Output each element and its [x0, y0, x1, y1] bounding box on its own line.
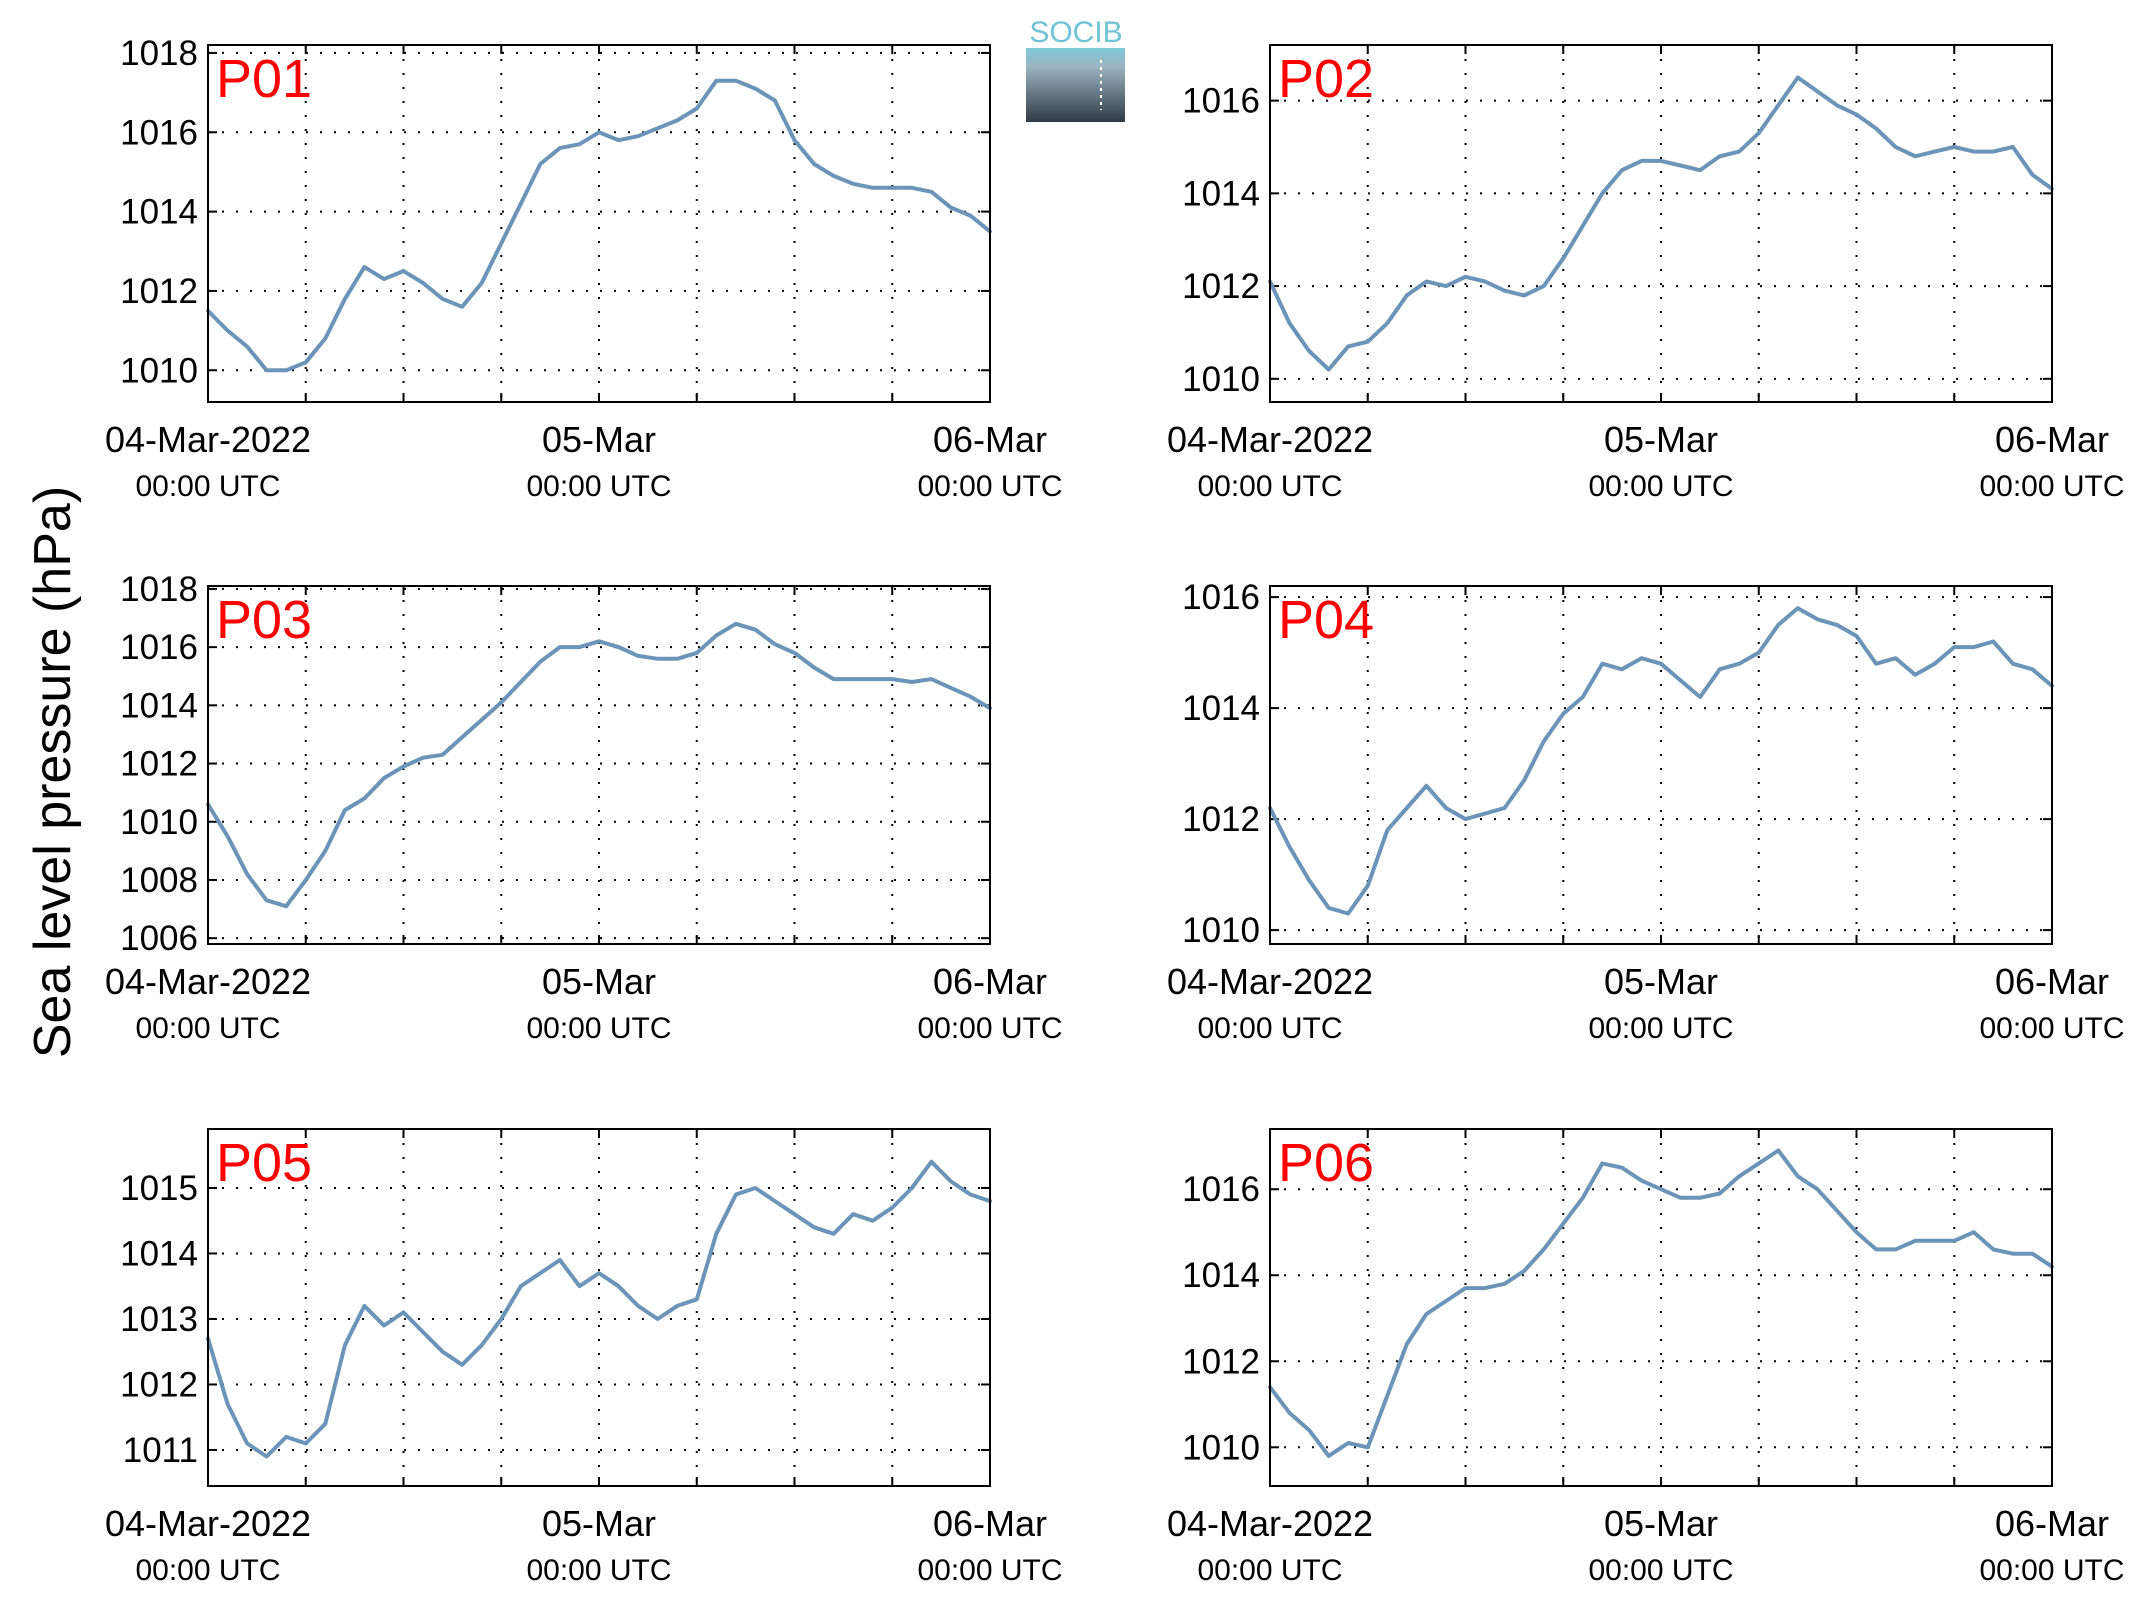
y-tick-label: 1016 [1182, 1170, 1260, 1209]
y-tick-label: 1014 [120, 686, 198, 725]
axes-frame [1269, 585, 2053, 945]
y-tick-label: 1012 [120, 1365, 198, 1404]
socib-logo-text: SOCIB [1029, 16, 1122, 49]
axes-frame [207, 1128, 991, 1487]
y-tick-label: 1012 [120, 272, 198, 311]
panel-p04: 1010 1012 1014 1016 04-Mar-2022 00:00 UTC 05-M… [1167, 578, 2125, 1045]
socib-logo: SOCIB [1026, 16, 1125, 122]
y-tick-label: 1012 [120, 745, 198, 784]
x-tick-sublabel: 00:00 UTC [1197, 470, 1342, 503]
x-tick-label: 04-Mar-2022 [105, 419, 311, 460]
x-tick-label: 04-Mar-2022 [105, 961, 311, 1002]
panel-p05: 1011 1012 1013 1014 1015 04-Mar-2022 00:00 UTC… [105, 1128, 1063, 1587]
x-tick-label: 06-Mar [1995, 419, 2109, 460]
x-tick-sublabel: 00:00 UTC [917, 1554, 1062, 1587]
y-tick-label: 1010 [1182, 360, 1260, 399]
x-tick-sublabel: 00:00 UTC [135, 1012, 280, 1045]
x-tick-label: 05-Mar [1604, 419, 1718, 460]
x-tick-sublabel: 00:00 UTC [1588, 470, 1733, 503]
y-tick-label: 1018 [120, 34, 198, 73]
x-tick-label: 06-Mar [933, 1503, 1047, 1544]
x-tick-sublabel: 00:00 UTC [1979, 470, 2124, 503]
panel-label: P06 [1278, 1133, 1374, 1193]
y-tick-label: 1006 [120, 919, 198, 958]
series-line-p06 [1268, 1148, 2054, 1458]
panel-p03: 1006 1008 1010 1012 1014 1016 1018 04-Mar-2022 0… [105, 570, 1063, 1045]
panel-label: P04 [1278, 590, 1374, 650]
x-tick-label: 04-Mar-2022 [1167, 1503, 1373, 1544]
series-line-p05 [206, 1159, 992, 1459]
y-axis-label: Sea level pressure (hPa) [24, 486, 82, 1058]
x-tick-sublabel: 00:00 UTC [917, 470, 1062, 503]
x-tick-label: 05-Mar [1604, 1503, 1718, 1544]
series-line-p02 [1268, 75, 2054, 372]
axes-frame [1269, 44, 2053, 403]
panel-label: P01 [216, 49, 312, 109]
socib-logo-block [1026, 48, 1125, 122]
x-tick-label: 04-Mar-2022 [105, 1503, 311, 1544]
x-tick-sublabel: 00:00 UTC [135, 1554, 280, 1587]
panel-p02: 1010 1012 1014 1016 04-Mar-2022 00:00 UTC 05-M… [1167, 44, 2125, 503]
x-tick-sublabel: 00:00 UTC [526, 1554, 671, 1587]
series-line-p01 [206, 78, 992, 373]
y-tick-label: 1010 [120, 803, 198, 842]
y-tick-label: 1010 [1182, 911, 1260, 950]
x-tick-sublabel: 00:00 UTC [135, 470, 280, 503]
y-tick-label: 1013 [120, 1300, 198, 1339]
y-tick-label: 1015 [120, 1169, 198, 1208]
series-line-p04 [1268, 606, 2054, 916]
y-tick-label: 1010 [120, 351, 198, 390]
y-tick-label: 1014 [1182, 174, 1260, 213]
y-tick-label: 1014 [120, 193, 198, 232]
panel-label: P05 [216, 1133, 312, 1193]
axes-frame [207, 585, 991, 945]
x-tick-sublabel: 00:00 UTC [1588, 1012, 1733, 1045]
x-tick-sublabel: 00:00 UTC [526, 470, 671, 503]
y-tick-label: 1014 [1182, 689, 1260, 728]
panel-p06: 1010 1012 1014 1016 04-Mar-2022 00:00 UTC 05-M… [1167, 1128, 2125, 1587]
x-tick-label: 04-Mar-2022 [1167, 419, 1373, 460]
panel-label: P02 [1278, 49, 1374, 109]
y-tick-label: 1011 [123, 1431, 198, 1470]
y-tick-label: 1016 [1182, 82, 1260, 121]
x-tick-label: 05-Mar [542, 961, 656, 1002]
y-tick-label: 1016 [1182, 578, 1260, 617]
x-tick-label: 06-Mar [1995, 961, 2109, 1002]
x-tick-sublabel: 00:00 UTC [1979, 1554, 2124, 1587]
x-tick-label: 05-Mar [542, 419, 656, 460]
y-tick-label: 1018 [120, 570, 198, 609]
x-tick-label: 04-Mar-2022 [1167, 961, 1373, 1002]
panel-label: P03 [216, 590, 312, 650]
y-tick-label: 1012 [1182, 1342, 1260, 1381]
y-tick-label: 1010 [1182, 1428, 1260, 1467]
x-tick-sublabel: 00:00 UTC [526, 1012, 671, 1045]
x-tick-label: 05-Mar [542, 1503, 656, 1544]
x-tick-label: 06-Mar [933, 961, 1047, 1002]
axes-frame [1269, 1128, 2053, 1487]
y-tick-label: 1008 [120, 861, 198, 900]
y-tick-label: 1016 [120, 113, 198, 152]
y-tick-label: 1014 [1182, 1256, 1260, 1295]
x-tick-sublabel: 00:00 UTC [1588, 1554, 1733, 1587]
series-line-p03 [206, 621, 992, 909]
x-tick-sublabel: 00:00 UTC [1197, 1554, 1342, 1587]
axes-frame [207, 44, 991, 403]
x-tick-label: 06-Mar [933, 419, 1047, 460]
y-tick-label: 1012 [1182, 267, 1260, 306]
x-tick-sublabel: 00:00 UTC [1979, 1012, 2124, 1045]
y-tick-label: 1016 [120, 628, 198, 667]
x-tick-sublabel: 00:00 UTC [1197, 1012, 1342, 1045]
x-tick-label: 06-Mar [1995, 1503, 2109, 1544]
x-tick-sublabel: 00:00 UTC [917, 1012, 1062, 1045]
y-tick-label: 1014 [120, 1234, 198, 1273]
panel-p01: 1010 1012 1014 1016 1018 04-Mar-2022 00:00 UTC… [105, 34, 1063, 503]
x-tick-label: 05-Mar [1604, 961, 1718, 1002]
y-tick-label: 1012 [1182, 800, 1260, 839]
